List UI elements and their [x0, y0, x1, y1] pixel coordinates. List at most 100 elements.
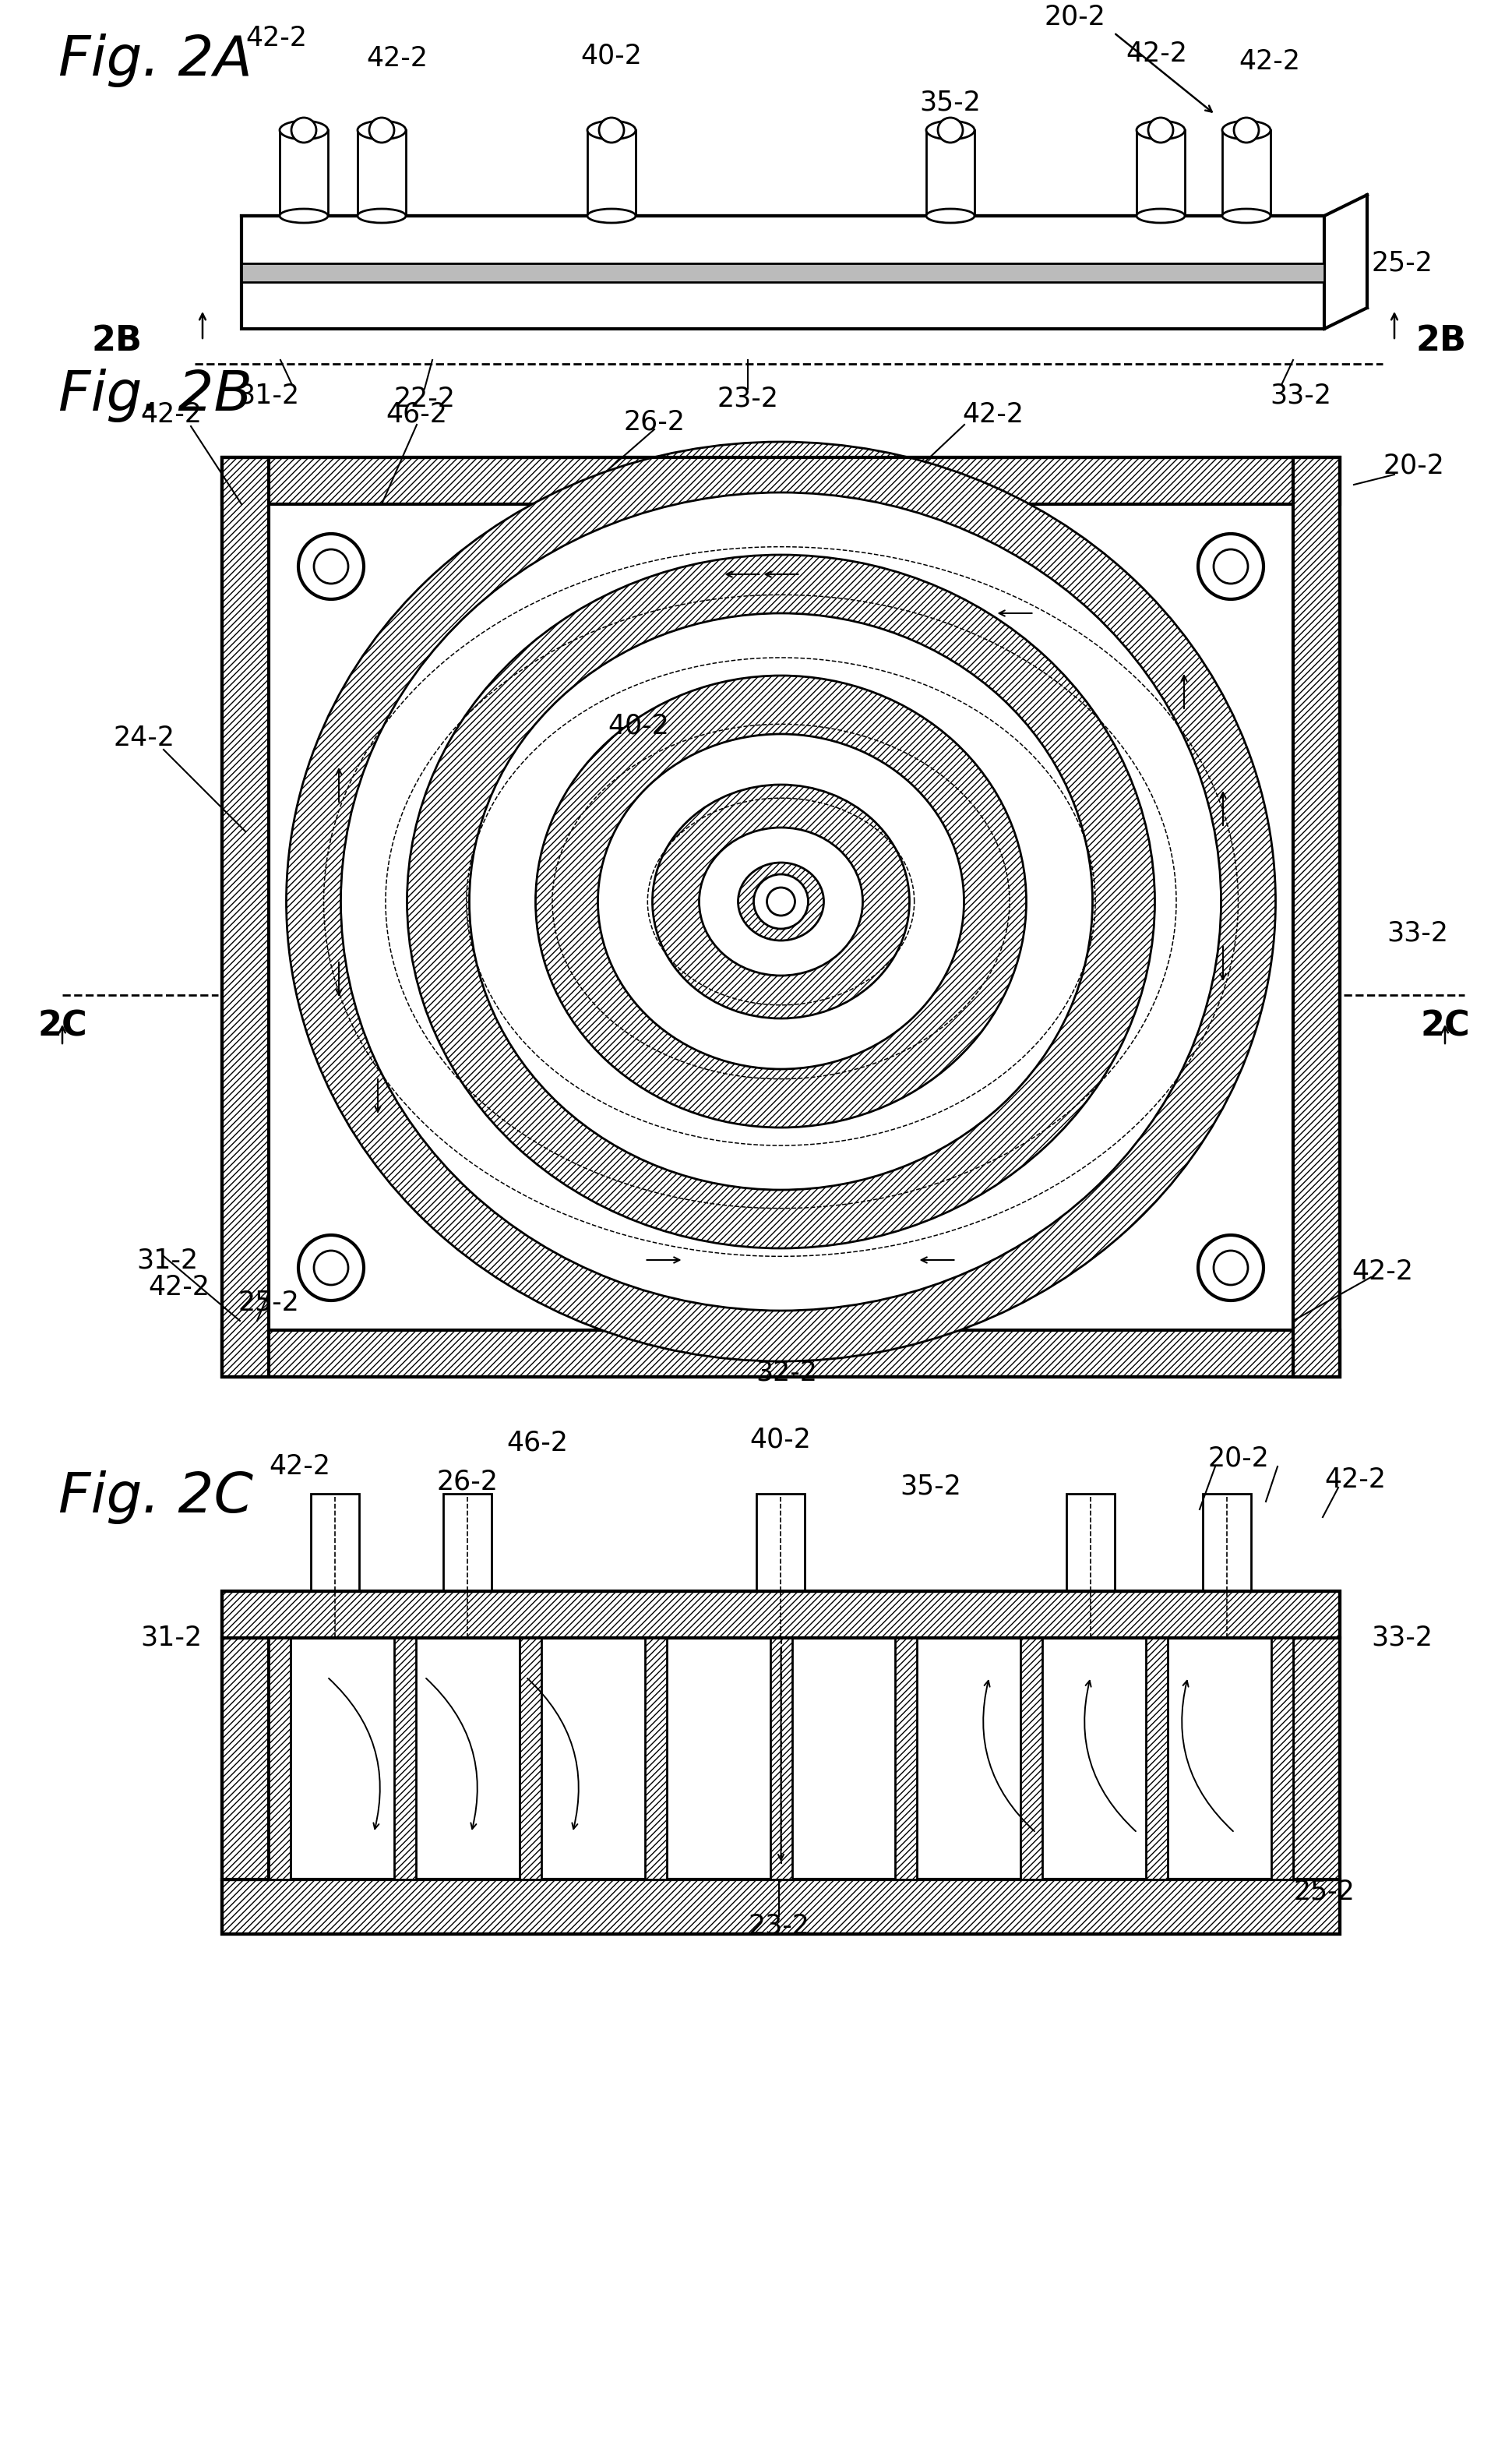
Circle shape: [298, 534, 364, 600]
Ellipse shape: [469, 613, 1093, 1191]
Text: 42-2: 42-2: [963, 401, 1024, 428]
Text: 20-2: 20-2: [1383, 453, 1444, 477]
Circle shape: [1234, 118, 1259, 143]
Ellipse shape: [927, 121, 975, 140]
Bar: [242, 216, 1325, 330]
Text: 2B: 2B: [92, 325, 142, 357]
Bar: [1021, 1638, 1042, 1879]
Text: 24-2: 24-2: [113, 726, 175, 750]
Text: 26-2: 26-2: [623, 408, 685, 435]
Ellipse shape: [1137, 121, 1185, 140]
Text: 33-2: 33-2: [1371, 1624, 1433, 1651]
Text: 2C: 2C: [1420, 1009, 1470, 1043]
Text: 2B: 2B: [1415, 325, 1467, 357]
Circle shape: [753, 873, 809, 930]
Ellipse shape: [738, 863, 824, 940]
Text: 35-2: 35-2: [919, 89, 981, 116]
Bar: [895, 1638, 918, 1879]
Circle shape: [292, 118, 316, 143]
Text: 42-2: 42-2: [1126, 39, 1187, 66]
Ellipse shape: [280, 121, 328, 140]
Bar: [222, 1592, 1340, 1934]
Bar: [222, 1638, 269, 1879]
Ellipse shape: [652, 785, 909, 1018]
Text: 40-2: 40-2: [581, 42, 643, 69]
Text: 32-2: 32-2: [756, 1360, 818, 1387]
Text: 25-2: 25-2: [237, 1289, 299, 1316]
Bar: [927, 130, 975, 216]
Text: 46-2: 46-2: [386, 401, 448, 428]
Ellipse shape: [587, 209, 635, 224]
Text: 20-2: 20-2: [1208, 1446, 1269, 1471]
Bar: [1146, 1638, 1167, 1879]
Text: 25-2: 25-2: [1294, 1877, 1355, 1904]
Ellipse shape: [597, 733, 965, 1070]
Ellipse shape: [286, 443, 1276, 1360]
Bar: [1293, 1638, 1340, 1879]
Bar: [1272, 1638, 1293, 1879]
Text: 35-2: 35-2: [900, 1474, 962, 1498]
Bar: [222, 458, 1340, 1378]
Circle shape: [1148, 118, 1173, 143]
Text: Fig. 2B: Fig. 2B: [59, 369, 253, 423]
Text: 25-2: 25-2: [1371, 248, 1433, 276]
Bar: [357, 130, 405, 216]
Text: 42-2: 42-2: [246, 25, 307, 52]
Circle shape: [314, 1250, 348, 1284]
Ellipse shape: [927, 209, 975, 224]
Text: 23-2: 23-2: [717, 386, 779, 413]
Bar: [222, 458, 1340, 504]
Circle shape: [369, 118, 395, 143]
Circle shape: [1198, 1235, 1264, 1301]
Text: 31-2: 31-2: [136, 1247, 198, 1274]
Bar: [269, 504, 1293, 1331]
Ellipse shape: [1137, 209, 1185, 224]
Ellipse shape: [1222, 121, 1270, 140]
Text: 31-2: 31-2: [237, 381, 299, 408]
Ellipse shape: [535, 677, 1027, 1127]
Bar: [269, 1638, 1293, 1879]
Circle shape: [937, 118, 963, 143]
Bar: [587, 130, 635, 216]
Circle shape: [314, 549, 348, 583]
Bar: [269, 1638, 290, 1879]
Bar: [222, 1879, 1340, 1934]
Bar: [1222, 130, 1270, 216]
Text: 42-2: 42-2: [141, 401, 203, 428]
Text: 20-2: 20-2: [1045, 5, 1105, 30]
Bar: [222, 1331, 1340, 1378]
Bar: [1137, 130, 1185, 216]
Bar: [1066, 1493, 1114, 1592]
Bar: [644, 1638, 667, 1879]
Bar: [1202, 1493, 1250, 1592]
Bar: [1293, 458, 1340, 1378]
Bar: [395, 1638, 416, 1879]
Text: Fig. 2A: Fig. 2A: [59, 32, 253, 86]
Text: 22-2: 22-2: [393, 386, 455, 413]
Circle shape: [599, 118, 624, 143]
Bar: [770, 1638, 792, 1879]
Circle shape: [1214, 1250, 1247, 1284]
Ellipse shape: [357, 121, 405, 140]
Text: Fig. 2C: Fig. 2C: [59, 1471, 253, 1525]
Text: 26-2: 26-2: [437, 1469, 497, 1496]
Text: 33-2: 33-2: [1270, 381, 1332, 408]
Bar: [242, 263, 1325, 283]
Ellipse shape: [340, 492, 1222, 1311]
Text: 33-2: 33-2: [1387, 920, 1448, 947]
Bar: [756, 1493, 804, 1592]
Text: 40-2: 40-2: [608, 713, 670, 740]
Bar: [311, 1493, 360, 1592]
Ellipse shape: [280, 209, 328, 224]
Text: 42-2: 42-2: [269, 1454, 331, 1481]
Text: 46-2: 46-2: [507, 1429, 569, 1456]
Bar: [280, 130, 328, 216]
Text: 42-2: 42-2: [1352, 1260, 1414, 1284]
Text: 42-2: 42-2: [1325, 1466, 1387, 1493]
Circle shape: [1214, 549, 1247, 583]
Text: 42-2: 42-2: [1238, 49, 1300, 74]
Text: 40-2: 40-2: [750, 1427, 812, 1451]
Bar: [520, 1638, 541, 1879]
Bar: [222, 1592, 1340, 1638]
Ellipse shape: [587, 121, 635, 140]
